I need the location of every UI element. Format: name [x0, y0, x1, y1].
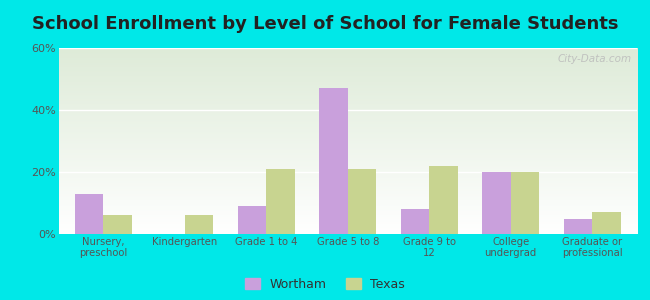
Bar [266, 169, 295, 234]
Bar [592, 212, 621, 234]
Bar [348, 169, 376, 234]
Bar [564, 218, 592, 234]
Bar [238, 206, 266, 234]
Bar [103, 215, 132, 234]
Bar [429, 166, 458, 234]
Text: City-Data.com: City-Data.com [557, 54, 631, 64]
Bar [185, 215, 213, 234]
Legend: Wortham, Texas: Wortham, Texas [245, 278, 405, 291]
Bar [482, 172, 511, 234]
Bar [319, 88, 348, 234]
Bar [400, 209, 429, 234]
Bar [511, 172, 540, 234]
Text: School Enrollment by Level of School for Female Students: School Enrollment by Level of School for… [32, 15, 618, 33]
Bar [75, 194, 103, 234]
